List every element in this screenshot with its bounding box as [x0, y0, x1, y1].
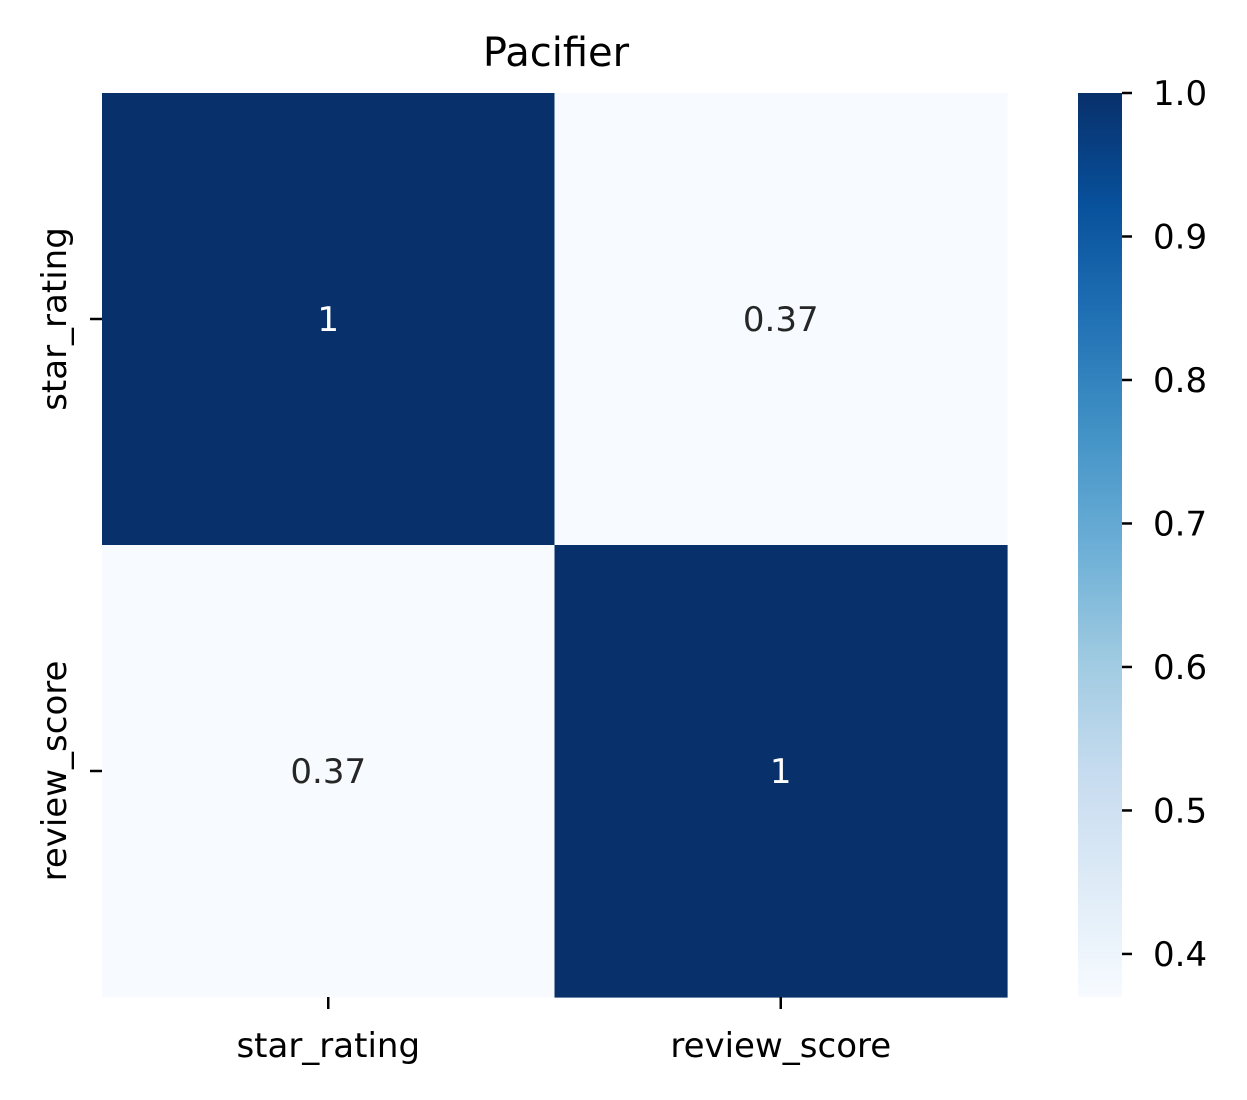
colorbar-tick-label: 1.0	[1153, 74, 1207, 114]
colorbar-gradient	[1078, 93, 1122, 997]
heatmap-cell-review_score-star_rating	[102, 545, 556, 998]
y-axis: star_rating review_score	[35, 227, 102, 881]
cell-label-star_rating-review_score: 0.37	[743, 300, 819, 340]
colorbar-tick-label: 0.5	[1153, 791, 1207, 831]
cell-label-review_score-star_rating: 0.37	[290, 752, 366, 792]
heatmap-cells	[102, 93, 1008, 998]
colorbar-tick-label: 0.6	[1153, 648, 1207, 688]
chart-title: Pacifier	[483, 30, 630, 76]
heatmap-cell-review_score-review_score	[554, 545, 1008, 998]
heatmap-cell-labels: 1 0.37 0.37 1	[290, 300, 818, 792]
y-tick-label-star_rating: star_rating	[35, 227, 75, 411]
x-axis: star_rating review_score	[236, 997, 891, 1066]
x-tick-label-star_rating: star_rating	[236, 1026, 420, 1066]
colorbar: 0.4 0.5 0.6 0.7 0.8 0.9 1.0	[1078, 74, 1207, 997]
y-tick-label-review_score: review_score	[35, 661, 75, 882]
cell-label-review_score-review_score: 1	[770, 752, 792, 792]
heatmap-cell-star_rating-star_rating	[102, 93, 556, 546]
cell-label-star_rating-star_rating: 1	[317, 300, 339, 340]
colorbar-tick-label: 0.4	[1153, 935, 1207, 975]
heatmap-cell-star_rating-review_score	[554, 93, 1008, 546]
colorbar-tick-label: 0.8	[1153, 361, 1207, 401]
colorbar-tick-label: 0.9	[1153, 217, 1207, 257]
colorbar-tick-label: 0.7	[1153, 504, 1207, 544]
x-tick-label-review_score: review_score	[670, 1026, 891, 1066]
